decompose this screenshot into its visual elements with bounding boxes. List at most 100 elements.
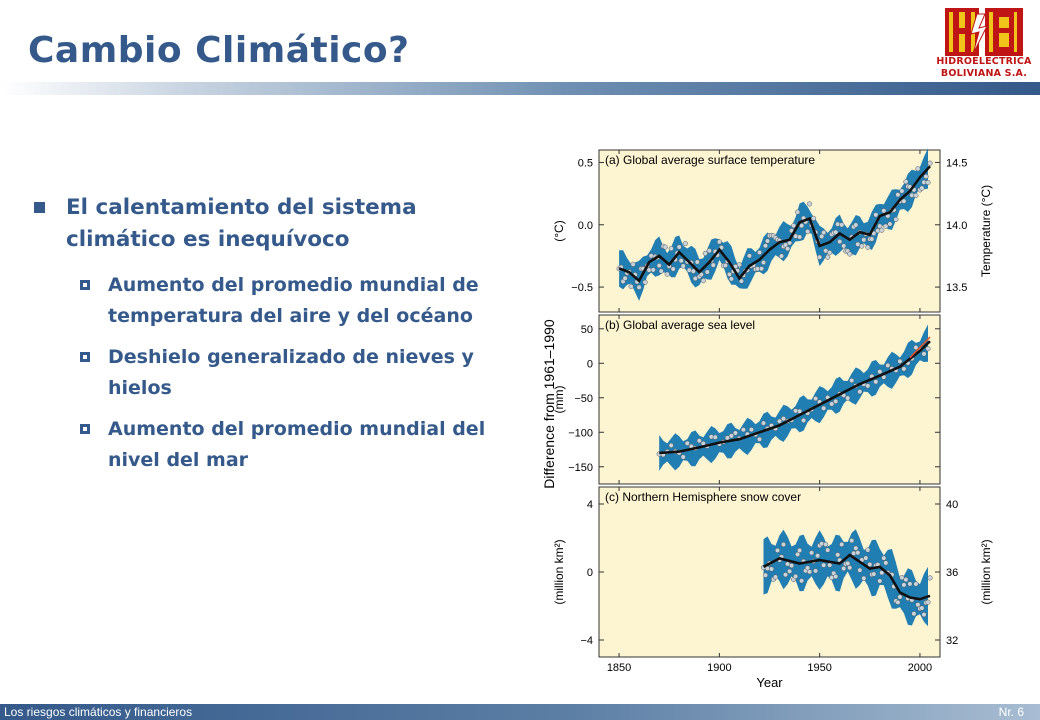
data-point [853,222,859,228]
data-point [873,379,879,385]
data-point [815,553,821,559]
data-point [857,389,863,395]
data-point [865,547,871,553]
data-point [756,436,763,442]
y-tick-label: 0.0 [578,220,593,232]
data-point [821,562,827,568]
data-point [903,179,909,185]
data-point [662,244,668,250]
data-point [746,253,752,259]
data-point [817,254,823,260]
data-point [883,560,889,566]
data-point [901,366,907,372]
data-point [787,568,793,574]
data-point [927,575,933,581]
x-axis-label: Year [756,675,783,690]
data-point [835,552,841,558]
data-point [809,550,815,556]
data-point [780,416,787,422]
panel-title: (c) Northern Hemisphere snow cover [605,490,801,504]
series-line [762,553,931,601]
shared-y-axis-label: Difference from 1961–1990 [541,319,557,489]
data-point [799,578,805,584]
data-point [863,555,869,561]
data-point [680,263,686,269]
data-point [861,575,867,581]
data-point [795,209,801,215]
hollow-square-bullet-icon [80,352,90,362]
data-point [921,612,927,618]
data-point [901,198,907,204]
data-point [881,555,887,561]
data-point [879,570,885,576]
data-point [628,283,634,290]
series-line [659,340,931,455]
data-point [680,454,686,460]
x-tick-label: 1900 [707,662,731,674]
x-tick-label: 1950 [807,662,831,674]
data-point [694,259,700,265]
data-point [867,561,873,568]
y-tick-label: −4 [580,635,593,647]
data-point [760,420,767,426]
data-point [865,244,871,250]
data-point [841,565,847,572]
data-point [833,398,839,404]
data-point [833,573,839,580]
data-point [925,599,931,605]
y-axis-label: (mm) [552,386,566,414]
data-point [911,611,917,617]
footer-title: Los riesgos climáticos y financieros [4,705,193,719]
data-point [813,568,819,574]
data-point [893,216,899,223]
slide-number: Nr. 6 [998,705,1024,719]
data-point [859,243,865,249]
data-point [664,271,670,277]
y-axis-label: (million km²) [552,539,566,604]
data-point [716,239,722,245]
data-point [881,208,887,214]
data-point [913,581,919,587]
sub-bullet: Aumento del promedio mundial del nivel d… [30,414,500,476]
series-line [618,165,931,283]
y-tick-label: 4 [587,499,593,511]
data-point [853,545,859,551]
data-point [764,238,771,244]
data-point [668,245,674,252]
data-point [823,541,829,547]
data-point [785,246,791,252]
data-point [782,572,789,578]
data-point [801,417,807,423]
data-point [907,581,913,587]
title-underline-bar [0,82,1040,95]
data-point [827,250,833,256]
data-point [682,241,688,247]
data-point [915,602,921,608]
data-point [748,427,754,433]
data-point [774,547,781,553]
sub-bullet: Aumento del promedio mundial de temperat… [30,270,500,332]
sub-bullet: Deshielo generalizado de nieves y hielos [30,342,500,404]
data-point [897,358,903,364]
data-point [762,572,769,578]
square-bullet-icon [34,202,45,213]
data-point [869,236,875,242]
data-point [797,234,803,240]
y-tick-label: −50 [574,393,593,405]
data-point [827,562,833,568]
data-point [789,563,795,569]
panel-title: (b) Global average sea level [605,318,755,332]
data-point [762,243,769,249]
data-point [791,223,797,229]
company-logo: HIDROELECTRICA BOLIVIANA S.A. [933,4,1035,86]
footer-bar: Los riesgos climáticos y financieros Nr.… [0,704,1040,720]
data-point [706,248,712,254]
data-point [656,263,662,269]
x-tick-label: 1850 [607,662,631,674]
data-point [821,230,827,236]
y-tick-label: −0.5 [571,282,593,294]
data-point [702,250,708,256]
hollow-square-bullet-icon [80,280,90,290]
slide-title: Cambio Climático? [28,30,410,71]
data-point [698,272,704,278]
